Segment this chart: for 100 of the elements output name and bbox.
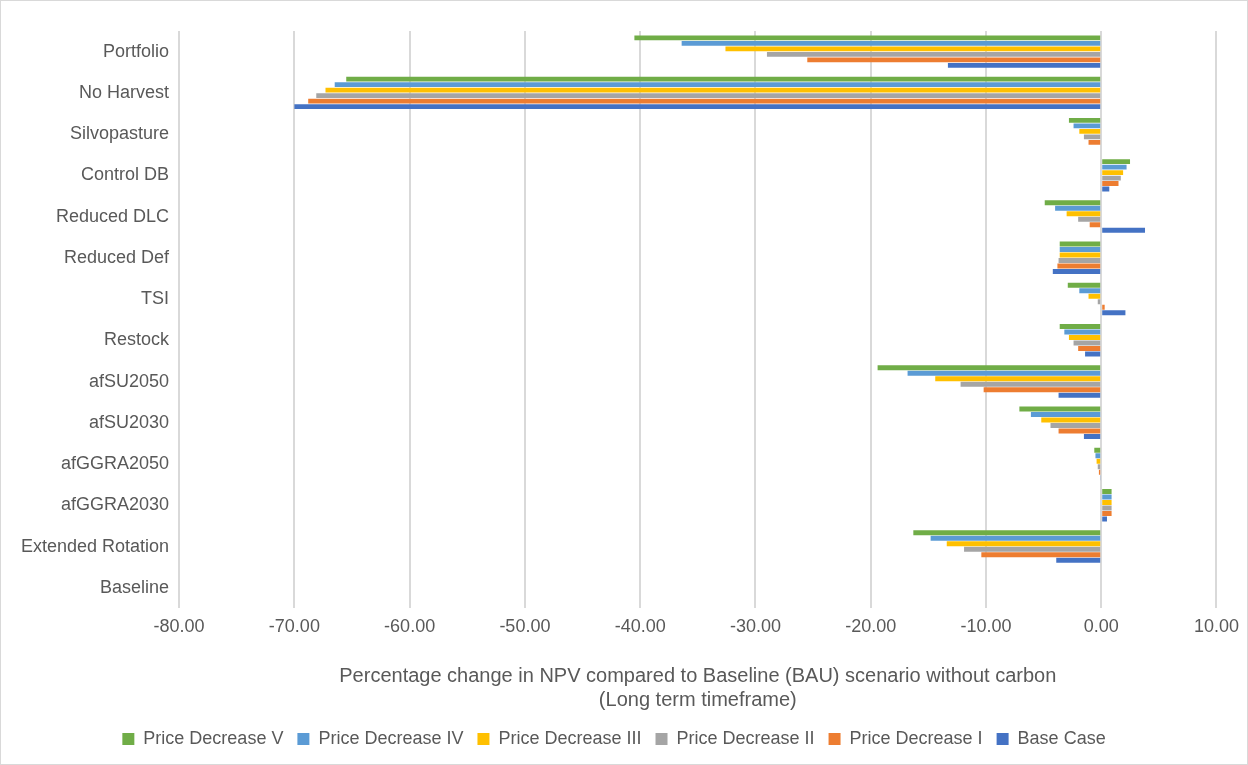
- bar: [1085, 351, 1101, 357]
- bar: [1058, 258, 1101, 264]
- bar: [1059, 324, 1101, 330]
- bar: [1102, 489, 1112, 495]
- bar: [1102, 186, 1110, 192]
- y-tick-label: TSI: [141, 288, 170, 309]
- bar: [1057, 263, 1101, 269]
- bar: [1102, 511, 1112, 517]
- bar: [1079, 128, 1101, 134]
- bar: [877, 365, 1101, 371]
- bar: [1095, 453, 1101, 459]
- bar: [1102, 505, 1112, 511]
- bar: [725, 46, 1101, 52]
- bar: [1056, 557, 1101, 563]
- x-tick-label: -10.00: [960, 616, 1012, 637]
- bar: [947, 62, 1101, 68]
- x-tick-label: -80.00: [153, 616, 205, 637]
- y-tick-label: No Harvest: [79, 81, 170, 102]
- bar: [1078, 216, 1101, 222]
- y-tick-label: Portfolio: [103, 40, 170, 61]
- x-tick-label: 10.00: [1193, 616, 1239, 637]
- bar: [1078, 346, 1101, 352]
- bar: [1041, 417, 1101, 423]
- bar: [981, 552, 1101, 558]
- bar: [1073, 340, 1101, 346]
- x-tick-label: -30.00: [729, 616, 781, 637]
- y-tick-label: afSU2030: [89, 411, 170, 432]
- legend-label: Price Decrease III: [498, 727, 642, 748]
- bar: [960, 381, 1101, 387]
- bar: [1102, 304, 1105, 310]
- bar: [1102, 164, 1127, 170]
- y-tick-label: afSU2050: [89, 370, 170, 391]
- bar: [1058, 392, 1101, 398]
- y-tick-label: afGGRA2050: [61, 453, 170, 474]
- bar: [907, 370, 1101, 376]
- y-tick-label: Silvopasture: [70, 123, 170, 144]
- bar: [325, 87, 1101, 93]
- bar: [1059, 241, 1101, 247]
- bar: [1102, 159, 1131, 165]
- bar: [1019, 406, 1101, 412]
- bar: [316, 93, 1101, 99]
- x-tick-label: -60.00: [384, 616, 436, 637]
- y-tick-label: Reduced DLC: [56, 205, 170, 226]
- bar: [1088, 139, 1101, 145]
- bar: [1059, 247, 1101, 253]
- bar: [807, 57, 1101, 63]
- bar: [1102, 175, 1121, 181]
- x-axis-title: Percentage change in NPV compared to Baseline (BAU) scenario without carbon (Long term timeframe): [339, 663, 1057, 710]
- bar: [1050, 423, 1101, 429]
- bar: [1083, 434, 1101, 440]
- x-tick-label: -20.00: [845, 616, 897, 637]
- bar: [964, 546, 1101, 552]
- bar: [1083, 134, 1101, 140]
- bar: [913, 530, 1101, 536]
- legend-label: Price Decrease II: [676, 727, 815, 748]
- bar: [294, 104, 1101, 110]
- bar: [946, 541, 1101, 547]
- bar: [634, 35, 1101, 41]
- bar: [1102, 181, 1119, 187]
- x-tick-label: -50.00: [499, 616, 551, 637]
- bar: [1102, 494, 1112, 500]
- bar: [1102, 170, 1124, 176]
- bar: [935, 376, 1101, 382]
- x-tick-label: -70.00: [268, 616, 320, 637]
- bar: [930, 535, 1101, 541]
- y-tick-label: Control DB: [81, 164, 170, 185]
- bar: [983, 387, 1101, 393]
- bar: [1066, 211, 1101, 217]
- y-tick-label: Extended Rotation: [21, 535, 170, 556]
- bar: [1058, 428, 1101, 434]
- x-tick-label: 0.00: [1083, 616, 1119, 637]
- bar: [1073, 123, 1101, 129]
- bar: [1088, 293, 1101, 299]
- bar: [681, 40, 1101, 46]
- bar: [1064, 329, 1101, 335]
- legend-label: Price Decrease I: [849, 727, 983, 748]
- y-tick-label: Reduced Def: [64, 246, 171, 267]
- bar: [346, 76, 1101, 82]
- bar: [334, 82, 1101, 88]
- bar: [1089, 222, 1101, 228]
- y-tick-label: Baseline: [100, 576, 170, 597]
- bar: [1068, 117, 1101, 123]
- bar: [766, 51, 1101, 57]
- legend-label: Base Case: [1017, 727, 1106, 748]
- bar: [1044, 200, 1101, 206]
- bar: [1102, 227, 1146, 233]
- legend-label: Price Decrease V: [143, 727, 284, 748]
- bar: [1102, 516, 1107, 522]
- y-tick-label: afGGRA2030: [61, 494, 170, 515]
- bar: [1102, 310, 1126, 316]
- bar: [1102, 500, 1112, 506]
- bar: [308, 98, 1101, 104]
- bar: [1055, 205, 1101, 211]
- bar: [1030, 412, 1101, 418]
- bar: [1079, 288, 1101, 294]
- bar: [1094, 447, 1101, 453]
- y-tick-label: Restock: [104, 329, 171, 350]
- bar: [1068, 335, 1101, 341]
- legend-label: Price Decrease IV: [318, 727, 464, 748]
- bar: [1052, 269, 1101, 275]
